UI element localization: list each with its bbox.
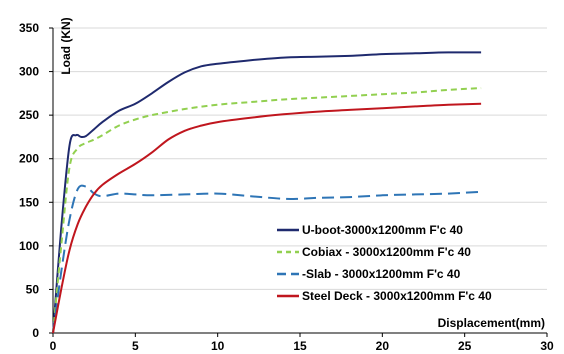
axes: [49, 27, 548, 337]
y-axis-label: Load (KN): [59, 17, 73, 74]
y-tick-label: 100: [19, 239, 39, 253]
y-tick-label: 150: [19, 195, 39, 209]
series-line-3: [52, 184, 482, 334]
y-tick-label: 0: [32, 326, 39, 340]
y-tick-label: 300: [19, 65, 39, 79]
x-tick-label: 0: [50, 339, 57, 353]
x-axis-label: Displacement(mm): [438, 316, 545, 330]
x-tick-label: 30: [540, 339, 554, 353]
legend-label: -Slab - 3000x1200mm F'c 40: [302, 267, 461, 281]
x-tick-label: 5: [132, 339, 139, 353]
series-lines: [52, 51, 482, 334]
y-tick-label: 250: [19, 108, 39, 122]
legend-label: Steel Deck - 3000x1200mm F'c 40: [302, 289, 492, 303]
series-line-1: [52, 51, 482, 334]
x-tick-label: 20: [376, 339, 390, 353]
y-tick-label: 50: [26, 282, 40, 296]
x-tick-label: 25: [458, 339, 472, 353]
legend-label: U-boot-3000x1200mm F'c 40: [302, 223, 463, 237]
x-tick-label: 10: [211, 339, 225, 353]
gridlines: [53, 27, 547, 290]
tick-labels: 0 50 100 150 200 250 300 350 0 5 10 15 20 25 30: [19, 21, 554, 353]
y-tick-label: 350: [19, 21, 39, 35]
legend-label: Cobiax - 3000x1200mm F'c 40: [302, 245, 471, 259]
x-tick-label: 15: [293, 339, 307, 353]
series-line-4: [52, 102, 482, 334]
y-tick-label: 200: [19, 152, 39, 166]
legend: U-boot-3000x1200mm F'c 40 Cobiax - 3000x1…: [277, 223, 492, 303]
